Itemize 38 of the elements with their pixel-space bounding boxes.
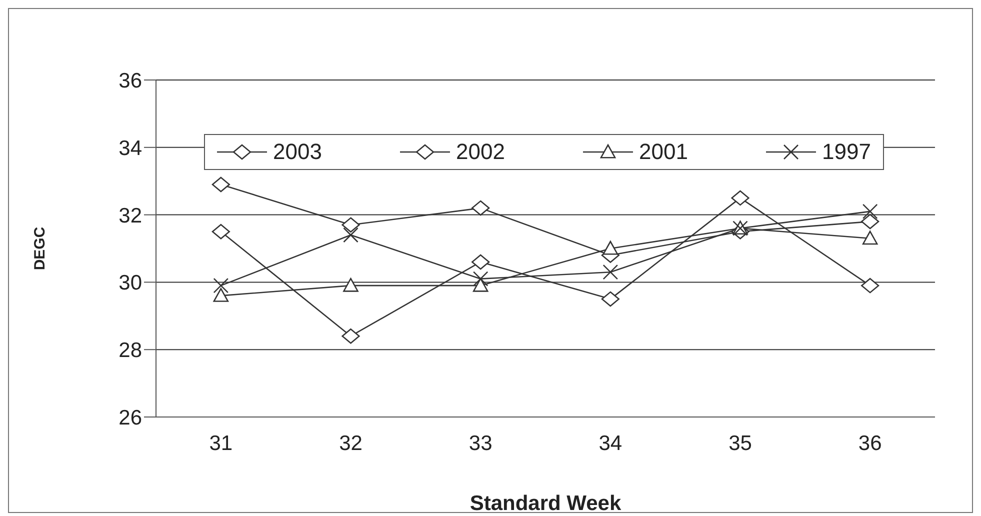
x-tick-label: 32 — [339, 432, 362, 455]
point — [343, 227, 358, 243]
point — [602, 240, 618, 255]
x-axis-title: Standard Week — [470, 492, 622, 515]
point — [342, 217, 360, 233]
legend-label: 1997 — [822, 139, 871, 165]
x-tick-label: 33 — [468, 432, 492, 455]
legend-label: 2002 — [456, 139, 505, 165]
point — [472, 271, 488, 286]
x-tick-label: 36 — [858, 432, 882, 455]
legend-label: 2001 — [639, 139, 688, 165]
point — [861, 278, 880, 294]
y-tick-label: 26 — [118, 406, 142, 430]
point — [213, 288, 229, 302]
point — [602, 264, 618, 280]
point — [213, 278, 229, 294]
y-tick-label: 28 — [118, 339, 142, 362]
point — [862, 230, 878, 245]
y-axis-title: DEGC — [31, 226, 48, 270]
point — [472, 254, 490, 270]
point — [342, 328, 360, 344]
x-tick-label: 31 — [209, 432, 233, 455]
point — [472, 278, 488, 292]
point — [212, 176, 230, 192]
y-tick-label: 32 — [118, 204, 142, 228]
point — [861, 214, 880, 230]
y-tick-label: 34 — [118, 136, 142, 160]
point — [343, 278, 358, 292]
point — [472, 200, 490, 216]
point — [731, 190, 750, 206]
x-tick-label: 35 — [728, 432, 752, 455]
y-tick-label: 36 — [118, 69, 142, 92]
point — [862, 204, 878, 220]
legend-label: 2003 — [273, 139, 322, 165]
y-tick-label: 30 — [118, 272, 142, 295]
point — [212, 224, 230, 240]
point — [601, 291, 620, 307]
x-tick-label: 34 — [598, 432, 622, 455]
